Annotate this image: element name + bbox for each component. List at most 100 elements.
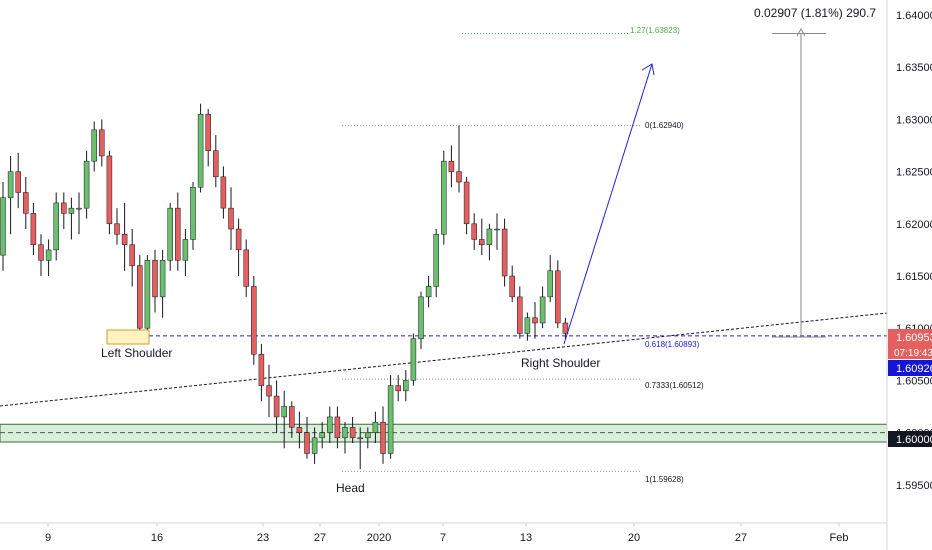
candle-body — [547, 270, 553, 298]
candle-body — [357, 437, 363, 440]
candle-body — [235, 228, 242, 251]
candle-body — [441, 160, 447, 235]
candle-body — [433, 233, 439, 287]
candle-body — [403, 380, 409, 392]
candle-body — [251, 286, 257, 355]
projection-arrow-shaft — [563, 63, 653, 345]
candle-body — [106, 155, 113, 225]
price-tick-label: 1.64000 — [896, 10, 932, 22]
time-tick-label: 27 — [735, 532, 747, 544]
candle-body — [486, 228, 493, 245]
candle-body — [380, 421, 386, 454]
candle-body — [99, 129, 105, 157]
price-tick-label: 1.63000 — [896, 114, 932, 126]
projection-arrow-head — [641, 63, 655, 76]
candle-body — [494, 228, 500, 231]
candle-body — [220, 176, 227, 209]
time-tick-label: 13 — [520, 532, 532, 544]
candle-body — [38, 244, 44, 261]
price-tick-label: 1.63500 — [896, 62, 932, 74]
right-shoulder-label: Right Shoulder — [521, 356, 600, 370]
candle-body — [319, 432, 325, 439]
candle-body — [182, 239, 189, 261]
fib-label-1: 1(1.59628) — [645, 475, 684, 484]
measure-label: 0.02907 (1.81%) 290.7 — [754, 6, 876, 20]
countdown-tag-box — [888, 345, 932, 359]
candle-body — [410, 338, 417, 381]
candle-body — [342, 427, 348, 439]
candle-body — [448, 160, 455, 172]
time-tick-label: 23 — [257, 532, 269, 544]
left-shoulder-highlight — [106, 329, 150, 345]
measure-arrow-head — [796, 27, 806, 37]
candle-body — [159, 260, 166, 298]
candle-body — [243, 249, 249, 287]
time-tick-label: 9 — [45, 532, 51, 544]
fib-label-0-618: 0.618(1.60893) — [645, 340, 700, 349]
candle-body — [258, 354, 265, 386]
candle-body — [91, 129, 97, 162]
candle-body — [190, 187, 196, 240]
support-price-tag-box — [888, 431, 932, 447]
candle-body — [539, 296, 546, 324]
candle-body — [23, 192, 29, 214]
current-price-tag: 1.60926 — [896, 363, 932, 375]
candle-body — [281, 406, 287, 418]
candle-body — [372, 421, 379, 433]
candle-body — [555, 270, 561, 324]
candle-body — [61, 202, 67, 214]
neckline-trendline — [0, 312, 888, 407]
candle-body — [144, 260, 151, 329]
time-tick-label: 27 — [314, 532, 326, 544]
fib-label-0-7333: 0.7333(1.60512) — [645, 381, 704, 390]
candle-body — [0, 197, 6, 256]
candle-body — [68, 207, 75, 214]
candle-body — [387, 385, 394, 454]
candle-body — [334, 416, 341, 439]
candle-body — [15, 171, 21, 193]
candle-body — [501, 228, 508, 277]
price-tick-label: 1.61500 — [896, 271, 932, 283]
candle-body — [266, 385, 272, 397]
candle-body — [167, 207, 173, 261]
candle-body — [296, 427, 303, 433]
countdown-tag: 07:19:43 — [894, 348, 932, 359]
candle-body — [311, 437, 318, 454]
fib-label-0: 0(1.62940) — [645, 121, 684, 130]
candle-body — [213, 150, 219, 178]
time-tick-label: 2020 — [367, 532, 391, 544]
candle-body — [114, 223, 120, 235]
candle-body — [304, 432, 310, 454]
candle-body — [273, 395, 280, 418]
candle-body — [7, 171, 14, 198]
candle-body — [137, 265, 143, 329]
time-tick-label: 16 — [151, 532, 163, 544]
candle-body — [152, 260, 158, 298]
fib-label-1-27: 1.27(1.63823) — [630, 26, 680, 35]
candle-body — [327, 416, 333, 433]
candle-body — [517, 296, 523, 334]
time-tick-label: 20 — [628, 532, 640, 544]
candle-body — [463, 181, 470, 225]
time-tick-label: Feb — [830, 532, 849, 544]
price-tick-label: 1.62500 — [896, 167, 932, 179]
time-axis[interactable]: 9 16 23 27 2020 7 13 20 27 Feb — [45, 523, 849, 544]
time-tick-label: 7 — [440, 532, 446, 544]
upper-price-tag: 1.60953 — [896, 332, 932, 344]
candle-body — [365, 432, 371, 439]
head-label: Head — [336, 481, 365, 495]
candle-body — [197, 113, 204, 188]
projection-arrow — [563, 63, 655, 345]
candle-body — [395, 385, 401, 392]
candle-body — [471, 223, 477, 240]
current-price-tag-box — [888, 360, 932, 376]
support-price-tag: 1.60000 — [896, 434, 932, 446]
left-shoulder-label: Left Shoulder — [101, 346, 172, 360]
candle-body — [509, 275, 515, 298]
candle-body — [76, 207, 82, 210]
price-tick-label: 1.59500 — [896, 480, 932, 492]
candle-body — [121, 233, 128, 245]
candle-body — [228, 207, 234, 230]
candle-body — [456, 171, 462, 183]
